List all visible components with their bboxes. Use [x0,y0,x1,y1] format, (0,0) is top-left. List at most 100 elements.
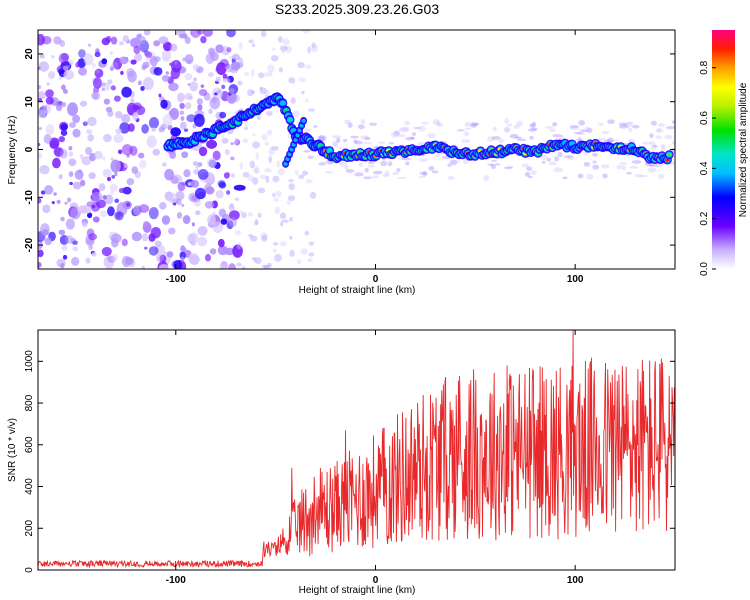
spectrogram-cell [305,98,309,103]
spectrogram-cell [228,88,235,96]
spectrogram-cell [38,249,44,258]
spectrogram-cell [61,245,68,251]
spectrogram-cell [121,113,131,124]
spectrogram-cell [224,247,235,256]
spectrogram-cell [42,204,51,214]
spectrogram-cell [38,127,42,131]
spectrogram-cell [372,170,383,175]
spectrogram-cell [307,155,315,160]
spectrogram-cell [65,235,74,244]
spectrogram-cell [236,242,242,250]
spectrogram-cell [507,165,514,169]
spectrogram-cell [483,175,490,181]
spectrogram-cell [58,68,65,74]
spectrogram-cell [215,44,224,54]
spectrogram-cell [600,164,610,169]
spectrogram-cell [44,185,54,195]
spectrogram-cell [88,43,92,47]
spectrogram-cell [61,101,67,108]
spectrogram-cell [195,210,201,216]
spectrogram-cell [237,57,244,64]
spectrogram-cell [118,150,122,154]
spectrogram-cell [274,206,280,215]
spectrogram-cell [241,211,247,219]
spectrogram-cell [397,176,407,180]
spectrogram-cell [224,149,230,155]
spectrogram-cell [91,91,99,100]
spectrogram-cell [577,173,584,179]
spectrogram-cell [305,179,314,184]
spectrogram-cell [102,156,106,161]
spectrogram-cell [148,117,160,129]
spectrogram-cell [264,140,269,146]
spectrogram-cell [368,122,378,126]
spectrogram-cell [273,197,279,203]
spectrogram-cell [161,215,171,225]
spectrogram-cell [503,126,511,133]
spectrogram-cell [649,133,654,139]
spectrogram-cell [91,62,96,68]
spectrogram-cell [272,241,279,246]
spectrogram-cell [220,261,228,269]
spectrogram-cell [296,259,302,264]
spectrogram-cell [670,161,675,165]
spectrogram-cell [382,173,390,178]
spectrogram-cell [141,65,147,71]
spectrogram-cell [222,73,228,80]
spectrogram-cell [193,77,197,82]
spectrogram-cell [208,108,213,115]
spectrogram-cell [232,244,243,258]
spectrogram-cell [95,199,106,209]
spectrogram-cell [200,35,207,44]
spectrogram-cell [38,109,47,119]
spectrogram-cell [87,212,93,219]
spectrogram-cell [212,150,221,161]
spectrogram-cell [288,77,295,84]
spectrogram-cell [180,116,185,121]
spectrogram-cell [95,69,100,74]
spectrogram-cell [118,187,126,194]
spectrogram-cell [77,205,88,214]
spectrogram-cell [620,165,627,171]
spectrogram-cell [179,110,185,115]
spectrogram-cell [671,147,675,153]
spectrogram-cell [161,49,172,62]
spectrogram-cell [197,226,208,236]
spectrogram-cell [170,67,181,80]
spectrogram-cell [68,158,77,167]
spectrogram-cell [232,94,240,103]
spectrogram-cell [404,121,411,126]
spectrogram-cell [43,133,52,144]
spectrogram-cell [631,160,642,164]
colorbar: 0.0 0.2 0.4 0.6 0.8 Normalized spectral ampl… [699,30,749,276]
spectrogram-cell [650,144,657,151]
spectrogram-cell [248,39,254,44]
spectrogram-cell [350,135,359,139]
colorbar-gradient [712,30,735,269]
spectrogram-cell [326,149,333,153]
spectrogram-cell [358,162,364,167]
spectrogram-cell [336,137,341,144]
spectrogram-cell [666,153,672,157]
spectrogram-cell [221,84,226,89]
spectrogram-cell [114,198,120,204]
spectrogram-cell [136,207,141,212]
spectrogram-cell [184,92,193,100]
spectrogram-cell [179,33,184,39]
spectrogram-cell [203,30,213,37]
spectrogram-cell [93,150,103,160]
spectrogram-cell [266,64,275,73]
spectrogram-cell [557,151,563,158]
spectrogram-cell [169,107,180,120]
spectrogram-cell [92,216,100,223]
spectrogram-cell [149,56,158,67]
colorbar-tick-label: 0.6 [699,111,710,125]
spectrogram-cell [168,62,173,67]
spectrogram-cell [143,246,148,250]
spectrogram-cell [86,128,93,135]
spectrogram-cell [252,141,260,149]
spectrogram-cell [110,36,118,45]
spectrogram-cell [193,113,205,127]
spectrogram-cell [110,159,121,173]
